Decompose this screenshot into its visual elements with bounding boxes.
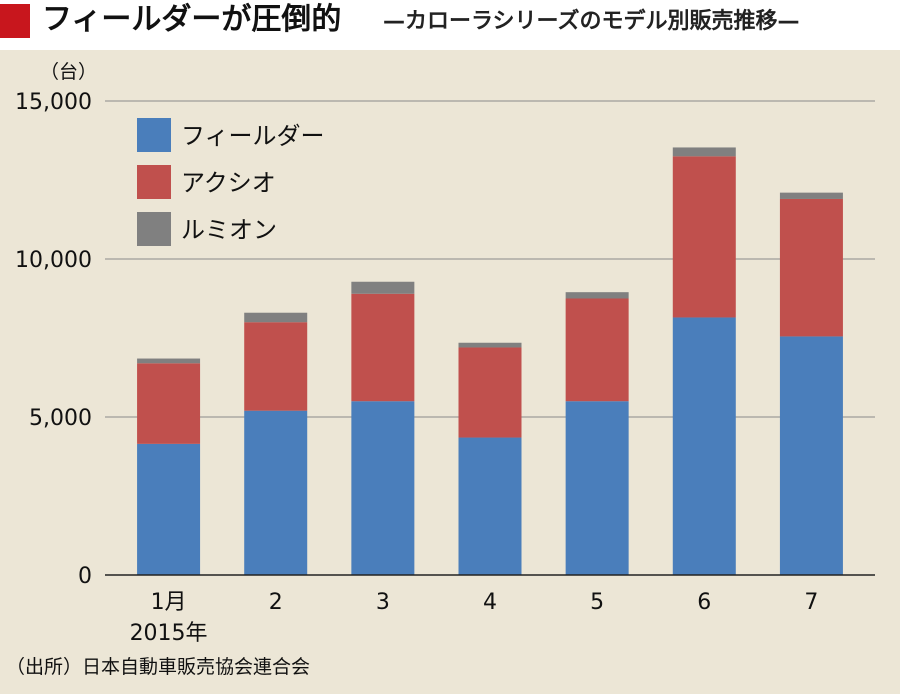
bar-segment bbox=[351, 293, 415, 402]
bar-segment bbox=[779, 198, 843, 337]
legend-label: アクシオ bbox=[181, 169, 276, 197]
legend-swatch bbox=[137, 165, 171, 199]
bar-segment bbox=[565, 298, 629, 402]
bar-segment bbox=[779, 336, 843, 575]
y-tick-label: 5,000 bbox=[29, 406, 92, 431]
bar-segment bbox=[458, 342, 522, 348]
x-tick-sublabel: 2015年 bbox=[130, 621, 208, 646]
source-note: （出所）日本自動車販売協会連合会 bbox=[6, 656, 311, 678]
x-tick-label: 2 bbox=[269, 590, 283, 615]
legend-label: ルミオン bbox=[181, 216, 277, 244]
chart-header: フィールダーが圧倒的 —カローラシリーズのモデル別販売推移— bbox=[0, 0, 900, 46]
chart-subtitle: —カローラシリーズのモデル別販売推移— bbox=[383, 9, 800, 34]
x-tick-label: 7 bbox=[804, 590, 818, 615]
y-unit-label: （台） bbox=[40, 61, 97, 83]
chart-title: フィールダーが圧倒的 bbox=[42, 2, 342, 37]
bar-segment bbox=[458, 347, 522, 438]
bar-segment bbox=[672, 156, 736, 318]
y-tick-label: 0 bbox=[78, 564, 92, 589]
x-tick-label: 3 bbox=[376, 590, 390, 615]
bar-segment bbox=[137, 443, 201, 575]
bar-segment bbox=[565, 401, 629, 575]
legend-swatch bbox=[137, 118, 171, 152]
bar-segment bbox=[137, 363, 201, 444]
bar-segment bbox=[458, 437, 522, 575]
bar-segment bbox=[565, 292, 629, 299]
x-tick-label: 5 bbox=[590, 590, 604, 615]
x-tick-label: 4 bbox=[483, 590, 497, 615]
bar-segment bbox=[672, 147, 736, 157]
legend-swatch bbox=[137, 212, 171, 246]
bar-segment bbox=[244, 322, 308, 411]
y-tick-label: 15,000 bbox=[15, 90, 92, 115]
bar-segment bbox=[244, 410, 308, 575]
legend-label: フィールダー bbox=[181, 122, 325, 150]
bar-segment bbox=[672, 317, 736, 575]
x-tick-label: 1月 bbox=[151, 590, 187, 615]
bar-segment bbox=[351, 401, 415, 575]
bar-segment bbox=[244, 312, 308, 323]
y-tick-label: 10,000 bbox=[15, 248, 92, 273]
x-tick-label: 6 bbox=[697, 590, 711, 615]
bar-segment bbox=[137, 358, 201, 364]
title-accent-bar bbox=[0, 4, 30, 38]
bar-segment bbox=[779, 192, 843, 199]
bar-segment bbox=[351, 281, 415, 294]
